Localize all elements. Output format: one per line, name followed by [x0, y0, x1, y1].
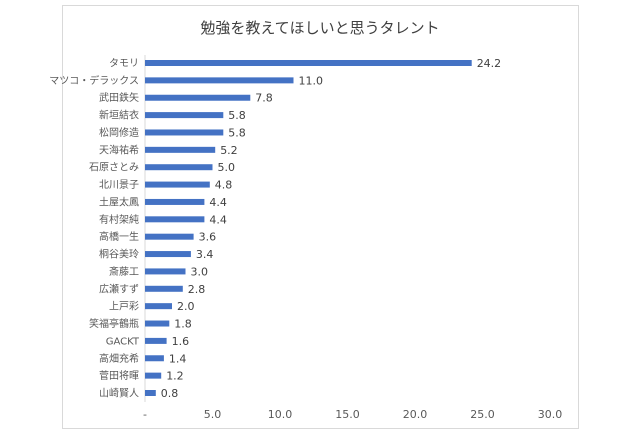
- bar: [145, 198, 205, 205]
- category-label: 高橋一生: [99, 230, 139, 243]
- data-label: 2.0: [177, 300, 195, 313]
- bar: [145, 164, 213, 171]
- data-label: 1.8: [174, 318, 192, 331]
- data-label: 1.6: [172, 335, 190, 348]
- bar: [145, 233, 194, 240]
- data-label: 5.2: [220, 144, 238, 157]
- data-label: 11.0: [299, 74, 324, 87]
- data-label: 4.4: [209, 213, 227, 226]
- category-label: 山崎賢人: [99, 387, 139, 400]
- category-label: 広瀬すず: [99, 282, 139, 295]
- bar: [145, 251, 191, 258]
- category-label: 桐谷美玲: [99, 248, 139, 261]
- bar: [145, 303, 172, 310]
- bar: [145, 216, 205, 223]
- category-label: GACKT: [106, 336, 140, 347]
- x-tick-label: 5.0: [204, 408, 222, 421]
- bar: [145, 268, 186, 275]
- bar: [145, 181, 210, 188]
- data-label: 4.4: [209, 196, 227, 209]
- bar: [145, 77, 294, 84]
- x-tick-label: 25.0: [470, 408, 495, 421]
- bar: [145, 60, 472, 66]
- category-label: 石原さとみ: [89, 162, 139, 174]
- data-label: 3.6: [199, 231, 217, 244]
- category-label: 高畑充希: [99, 352, 139, 365]
- data-label: 5.8: [228, 126, 246, 139]
- x-tick-label: 15.0: [335, 408, 360, 421]
- category-label: 上戸彩: [109, 301, 139, 313]
- category-label: 土屋太鳳: [99, 195, 139, 208]
- bar: [145, 320, 170, 327]
- bar: [145, 372, 162, 379]
- x-tick-label: -: [143, 408, 147, 421]
- bar: [145, 285, 183, 292]
- data-label: 4.8: [215, 179, 233, 192]
- bar: [145, 129, 224, 136]
- data-label: 24.2: [477, 57, 502, 70]
- data-label: 7.8: [255, 92, 272, 105]
- category-label: 新垣結衣: [99, 109, 139, 122]
- data-label: 0.8: [161, 387, 179, 400]
- bar: [145, 355, 164, 362]
- data-label: 1.2: [166, 370, 184, 383]
- category-label: 天海祐希: [99, 143, 139, 156]
- x-tick-label: 30.0: [538, 408, 563, 421]
- bar: [145, 146, 216, 153]
- bar: [145, 94, 251, 101]
- category-label: 笑福亭鶴瓶: [89, 317, 139, 330]
- category-label: 北川景子: [99, 179, 139, 191]
- data-label: 5.8: [228, 109, 246, 122]
- data-label: 2.8: [188, 283, 206, 296]
- data-label: 3.4: [196, 248, 214, 261]
- category-label: 菅田将暉: [99, 370, 139, 382]
- category-label: 武田鉄矢: [99, 91, 139, 104]
- x-tick-label: 20.0: [403, 408, 428, 421]
- bar: [145, 337, 167, 344]
- x-tick-label: 10.0: [268, 408, 293, 421]
- category-label: タモリ: [109, 58, 139, 70]
- data-label: 5.0: [218, 161, 236, 174]
- data-label: 3.0: [191, 265, 209, 278]
- bar: [145, 112, 224, 119]
- category-label: マツコ・デラックス: [49, 74, 139, 87]
- category-label: 斎藤工: [109, 265, 139, 278]
- category-label: 松岡修造: [99, 126, 139, 139]
- category-label: 有村架純: [99, 213, 139, 226]
- chart-title: 勉強を教えてほしいと思うタレント: [200, 19, 439, 37]
- bar: [145, 390, 156, 396]
- data-label: 1.4: [169, 352, 187, 365]
